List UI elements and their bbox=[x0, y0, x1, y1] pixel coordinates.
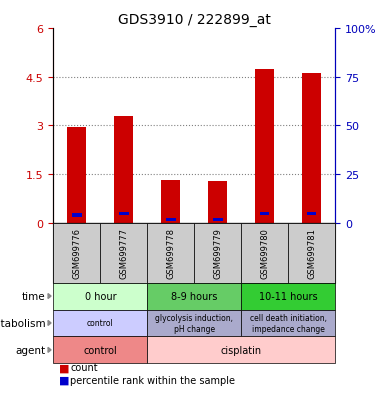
Text: control: control bbox=[87, 319, 114, 328]
Text: cisplatin: cisplatin bbox=[221, 345, 262, 355]
Text: GSM699780: GSM699780 bbox=[260, 228, 269, 278]
Bar bbox=[303, 74, 321, 223]
Text: 8-9 hours: 8-9 hours bbox=[171, 291, 218, 301]
Bar bbox=[119, 213, 128, 216]
Text: control: control bbox=[83, 345, 117, 355]
Bar bbox=[162, 181, 180, 223]
Text: metabolism: metabolism bbox=[0, 318, 46, 328]
Text: 10-11 hours: 10-11 hours bbox=[259, 291, 318, 301]
Text: GSM699781: GSM699781 bbox=[307, 228, 316, 278]
Text: glycolysis induction,
pH change: glycolysis induction, pH change bbox=[155, 313, 233, 333]
Bar bbox=[114, 116, 133, 223]
Text: time: time bbox=[22, 291, 46, 301]
Text: GSM699777: GSM699777 bbox=[119, 228, 128, 278]
Text: GSM699779: GSM699779 bbox=[213, 228, 222, 278]
Bar bbox=[213, 218, 223, 221]
Text: cell death initiation,
impedance change: cell death initiation, impedance change bbox=[250, 313, 327, 333]
Bar bbox=[72, 214, 82, 217]
Bar bbox=[307, 213, 317, 216]
Text: ■: ■ bbox=[59, 363, 70, 373]
Bar bbox=[260, 213, 269, 216]
Text: percentile rank within the sample: percentile rank within the sample bbox=[70, 375, 235, 385]
Text: ■: ■ bbox=[59, 375, 70, 385]
Text: 0 hour: 0 hour bbox=[85, 291, 116, 301]
Text: GSM699778: GSM699778 bbox=[166, 228, 175, 278]
Bar bbox=[67, 128, 86, 223]
Title: GDS3910 / 222899_at: GDS3910 / 222899_at bbox=[118, 12, 271, 26]
Text: GSM699776: GSM699776 bbox=[72, 228, 81, 278]
Bar bbox=[208, 182, 227, 223]
Bar bbox=[255, 70, 274, 223]
Text: agent: agent bbox=[16, 345, 46, 355]
Bar bbox=[166, 218, 176, 221]
Text: count: count bbox=[70, 363, 98, 373]
